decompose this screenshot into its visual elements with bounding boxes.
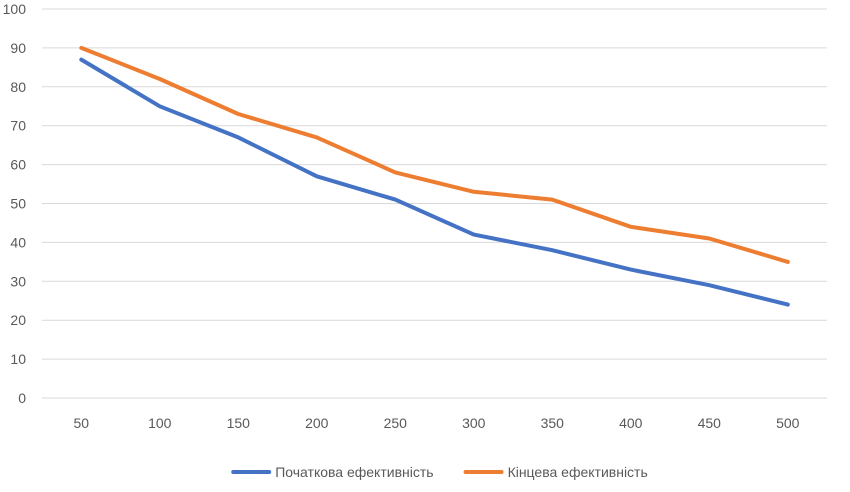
y-tick-label: 0 — [18, 390, 26, 406]
x-tick-label: 100 — [148, 415, 172, 431]
x-tick-label: 500 — [776, 415, 800, 431]
y-tick-label: 20 — [10, 312, 26, 328]
y-tick-label: 70 — [10, 118, 26, 134]
x-tick-label: 300 — [462, 415, 486, 431]
y-tick-label: 30 — [10, 273, 26, 289]
series-line-1 — [79, 57, 790, 307]
y-tick-label: 50 — [10, 196, 26, 212]
y-tick-label: 100 — [3, 1, 27, 17]
x-tick-label: 450 — [698, 415, 722, 431]
legend-label-series-1: Початкова ефективність — [275, 464, 433, 480]
y-tick-label: 80 — [10, 79, 26, 95]
y-tick-label: 40 — [10, 234, 26, 250]
y-tick-label: 90 — [10, 40, 26, 56]
x-tick-label: 50 — [73, 415, 89, 431]
x-tick-label: 250 — [384, 415, 408, 431]
x-tick-label: 150 — [227, 415, 251, 431]
series-lines — [79, 45, 790, 307]
y-axis-tick-labels: 0 10 20 30 40 50 60 70 80 90 100 — [3, 1, 27, 406]
legend-label-series-2: Кінцева ефективність — [508, 464, 648, 480]
legend: Початкова ефективність Кінцева ефективніс… — [231, 464, 648, 480]
x-tick-label: 400 — [619, 415, 643, 431]
gridlines — [42, 8, 827, 399]
y-tick-label: 10 — [10, 351, 26, 367]
series-line-2 — [79, 45, 790, 264]
x-axis-tick-labels: 50 100 150 200 250 300 350 400 450 500 — [73, 415, 799, 431]
x-tick-label: 350 — [541, 415, 565, 431]
x-tick-label: 200 — [305, 415, 329, 431]
y-tick-label: 60 — [10, 157, 26, 173]
